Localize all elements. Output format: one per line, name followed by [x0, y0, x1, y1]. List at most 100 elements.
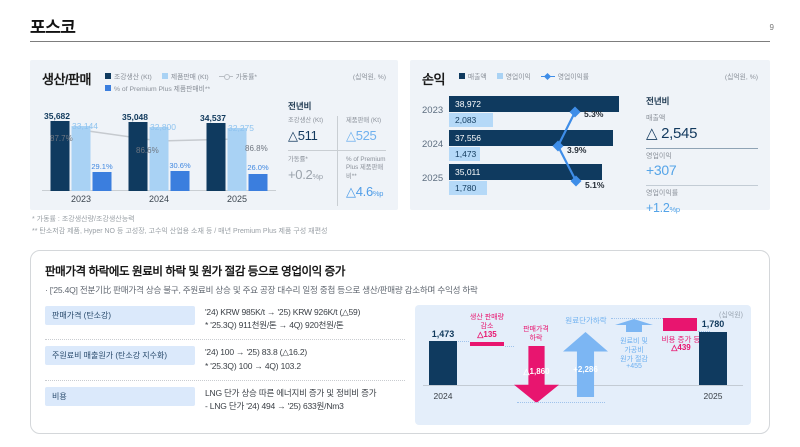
- step2-value: △1,860: [523, 367, 550, 376]
- yoy-profit-label: 영업이익: [646, 153, 672, 161]
- step1-value: △135: [477, 330, 497, 339]
- lightblue-swatch-icon: [161, 73, 168, 79]
- utilization-value-2023: 87.7%: [50, 134, 73, 143]
- production-sales-panel: 생산/판매 조강생산 (Kt) 제품판매 (Kt) 가동률* (십억원, %) …: [30, 60, 398, 210]
- waterfall-end-value: 1,780: [701, 319, 725, 329]
- premium-value-2024: 30.6%: [169, 161, 191, 170]
- yoy-margin-block: 영업이익률 +1.2%p: [646, 186, 758, 222]
- operating-profit-waterfall: (십억원) 1,473 2024 생산 판매량 감소 △135 판매가격 하락 …: [415, 305, 751, 425]
- utilization-line-marker-icon: [218, 73, 233, 80]
- legend-product-sales: 제품판매 (Kt): [161, 71, 209, 81]
- waterfall-bar-cost-increase: [663, 318, 697, 331]
- page-title: 포스코: [30, 18, 76, 37]
- legend-revenue: 매출액: [458, 71, 487, 81]
- desc-line-2: * '25.3Q) 100 → 4Q) 103.2: [205, 360, 301, 371]
- yoy-premium-value: △4.6%p: [346, 184, 383, 199]
- yoy-premium-number: △4.6: [346, 183, 373, 199]
- yoy-premium-cell: % of Premium Plus 제품판매비** △4.6%p: [337, 150, 386, 206]
- row-desc-cost: LNG 단가 상승 따른 에너지비 증가 및 정비비 증가 - LNG 단가 '…: [195, 387, 405, 413]
- yoy-profit-value: +307: [646, 162, 677, 179]
- profit-bars-2024: 37,556 1,473: [449, 130, 626, 161]
- margin-line-marker-icon: [540, 73, 555, 80]
- profit-bar-2023: 2,083: [449, 113, 493, 127]
- margin-value-2024: 3.9%: [567, 145, 587, 155]
- lightblue-swatch-icon: [496, 73, 503, 79]
- legend-premium-label: % of Premium Plus 제품판매비**: [113, 86, 211, 93]
- waterfall-end-year: 2025: [703, 391, 723, 401]
- profit-value-2025: 1,780: [455, 183, 477, 193]
- profit-bars-2025: 35,011 1,780: [449, 164, 626, 195]
- sales-value-2025: 32,275: [228, 123, 254, 133]
- bars-2024: [128, 122, 190, 191]
- legend-operating-profit: 영업이익: [496, 71, 531, 81]
- production-panel-title: 생산/판매: [42, 72, 91, 87]
- profit-legend-row: 매출액 영업이익 영업이익률 (십억원, %): [458, 71, 758, 81]
- step5-value: △439: [671, 343, 691, 352]
- row-label-cost: 비용: [45, 386, 195, 406]
- legend-utilization-label: 가동률*: [235, 74, 258, 81]
- profit-value-2023: 2,083: [455, 115, 477, 125]
- revenue-value-2024: 37,556: [455, 133, 481, 143]
- profit-row-2024: 2024 37,556 1,473: [422, 130, 626, 161]
- legend-premium-plus: % of Premium Plus 제품판매비**: [104, 83, 211, 93]
- year-label-2024: 2024: [422, 139, 444, 150]
- legend-margin-label: 영업이익률: [557, 74, 589, 81]
- crude-value-2023: 35,682: [44, 111, 70, 121]
- crude-bar-2025: [206, 123, 226, 191]
- step1-label-line1: 생산 판매량: [469, 314, 505, 321]
- legend-row-1: 조강생산 (Kt) 제품판매 (Kt) 가동률* (십억원, %): [104, 71, 386, 81]
- profit-panel-body: 2023 38,972 2,083 2024 37,556 1,473 2025: [422, 95, 758, 215]
- x-label-2023: 2023: [70, 194, 92, 204]
- bars-2023: [50, 121, 112, 191]
- profit-loss-panel: 손익 매출액 영업이익 영업이익률 (십억원, %) 2023 38,972 2…: [410, 60, 770, 215]
- yoy-utilization-cell: 가동률* +0.2%p: [288, 150, 337, 206]
- utilization-value-2024: 86.6%: [136, 146, 159, 155]
- sales-bar-2023: [71, 126, 91, 191]
- waterfall-unit-label: (십억원): [719, 312, 743, 319]
- summary-bullet: · ['25.4Q] 전분기比 판매가격 상승 불구, 주원료비 상승 및 주요…: [45, 285, 478, 295]
- step5-label: 비용 증가 등: [661, 335, 701, 344]
- step4-value: +455: [626, 363, 642, 370]
- waterfall-bar-volume-decrease: [470, 342, 504, 346]
- yoy-sales-cell: 제품판매 (Kt) △525: [337, 116, 386, 151]
- profit-bar-2025: 1,780: [449, 181, 487, 195]
- summary-body: 판매가격 (탄소강) '24) KRW 985K/t → '25) KRW 92…: [45, 305, 755, 425]
- legend-operating-margin: 영업이익률: [540, 71, 589, 81]
- yoy-margin-number: +1.2: [646, 201, 670, 216]
- profit-yoy-block: 전년비 매출액 △ 2,545 영업이익 +307 영업이익률 +1.2%p: [646, 95, 758, 222]
- x-label-2025: 2025: [226, 194, 248, 204]
- yoy-profit-block: 영업이익 +307: [646, 149, 758, 187]
- step4-label-line3: 원가 절감: [620, 356, 648, 363]
- yoy-margin-suffix: %p: [669, 205, 680, 215]
- row-label-raw-material: 주원료비 매출원가 (탄소강 지수화): [45, 346, 195, 366]
- premium-bar-2025: [248, 174, 268, 191]
- yoy-revenue-block: 매출액 △ 2,545: [646, 111, 758, 150]
- premium-value-2023: 29.1%: [91, 162, 113, 171]
- yoy-utilization-label: 가동률*: [288, 156, 308, 164]
- profit-bar-chart: 2023 38,972 2,083 2024 37,556 1,473 2025: [422, 96, 626, 198]
- legend-revenue-label: 매출액: [467, 74, 487, 81]
- legend-row-2: % of Premium Plus 제품판매비**: [104, 83, 386, 93]
- yoy-utilization-suffix: %p: [312, 172, 323, 182]
- yoy-premium-label: % of Premium Plus 제품판매비**: [346, 156, 386, 180]
- yoy-utilization-number: +0.2: [288, 167, 313, 183]
- summary-title: 판매가격 하락에도 원료비 하락 및 원가 절감 등으로 영업이익 증가: [45, 266, 346, 278]
- revenue-value-2025: 35,011: [455, 167, 481, 177]
- production-legend: 조강생산 (Kt) 제품판매 (Kt) 가동률* (십억원, %) % of P…: [104, 69, 386, 93]
- year-label-2023: 2023: [422, 105, 444, 116]
- step3-value: +2,286: [573, 365, 598, 374]
- profit-row-2025: 2025 35,011 1,780: [422, 164, 626, 195]
- revenue-value-2023: 38,972: [455, 99, 481, 109]
- profit-yoy-title: 전년비: [646, 96, 670, 106]
- bar-group-2025: 34,537 32,275 26.0% 2025: [198, 100, 276, 204]
- yoy-margin-label: 영업이익률: [646, 190, 679, 198]
- table-row-raw-material: 주원료비 매출원가 (탄소강 지수화) '24) 100 → '25) 83.8…: [45, 340, 405, 381]
- sales-value-2023: 33,144: [72, 121, 98, 131]
- dotted-connector: [505, 346, 514, 347]
- yoy-revenue-value: △ 2,545: [646, 125, 698, 143]
- profit-bar-2024: 1,473: [449, 147, 480, 161]
- step4-label-line1: 원료비 및: [620, 338, 648, 345]
- navy-swatch-icon: [458, 73, 465, 79]
- waterfall-bar-2025: [699, 332, 727, 385]
- row-desc-sales-price: '24) KRW 985K/t → '25) KRW 926K/t (△59) …: [195, 306, 405, 332]
